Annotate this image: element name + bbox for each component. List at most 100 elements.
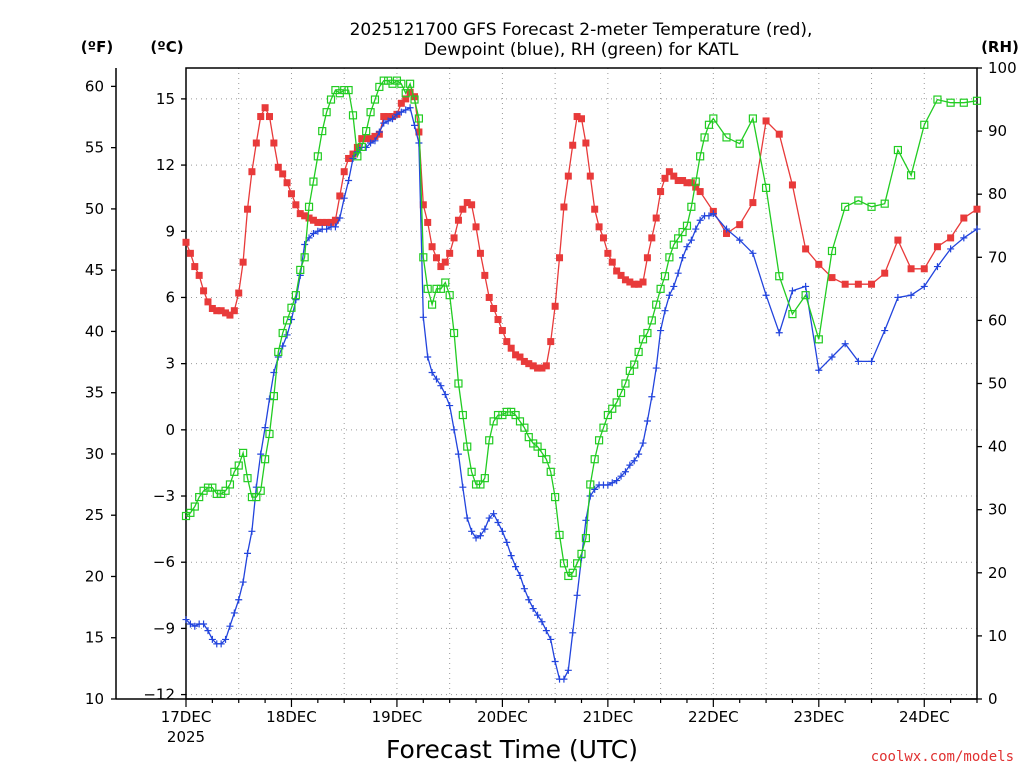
temp-point (476, 249, 484, 257)
dewpoint-point (283, 331, 291, 339)
temp-point (402, 95, 410, 103)
rh-point (581, 533, 590, 543)
dewpoint-point (468, 527, 476, 535)
rh-point (449, 328, 459, 338)
rh-point (208, 483, 217, 492)
rh-point (379, 76, 388, 85)
dewpoint-point (393, 110, 401, 118)
temp-point (683, 179, 691, 187)
temp-point (933, 243, 941, 251)
temp-point (657, 188, 665, 196)
temp-point (424, 218, 432, 226)
rh-point (485, 436, 494, 445)
dewpoint-point (336, 214, 344, 222)
temp-point (195, 271, 203, 279)
dewpoint-point (608, 479, 616, 487)
series-rh (181, 76, 982, 581)
dewpoint-point (674, 269, 682, 277)
fahrenheit-tick-label: 45 (85, 261, 104, 279)
temp-point (674, 177, 682, 185)
dewpoint-point (788, 287, 796, 295)
dewpoint-point (881, 327, 889, 335)
celsius-tick-label: −3 (153, 487, 175, 505)
rh-point (445, 291, 454, 300)
rh-point (348, 111, 358, 120)
dewpoint-point (960, 234, 968, 242)
dewpoint-point (314, 227, 322, 235)
temp-point (485, 293, 493, 301)
dewpoint-point (591, 485, 599, 493)
rh-point (410, 95, 419, 104)
temp-point (309, 216, 317, 224)
rh-point (511, 410, 520, 420)
dewpoint-point (397, 108, 405, 116)
temp-point (323, 218, 331, 226)
rh-point (463, 442, 472, 451)
celsius-tick-label: 3 (165, 355, 175, 373)
dewpoint-point (621, 468, 629, 476)
temp-point (327, 218, 335, 226)
rh-point (577, 549, 586, 558)
dewpoint-point (265, 395, 273, 403)
temp-point (556, 254, 564, 262)
rh-point (682, 221, 692, 230)
rh-point (590, 455, 599, 464)
celsius-unit-label: (ºC) (150, 38, 183, 56)
rh-point (568, 568, 577, 577)
rh-point (906, 171, 916, 180)
x-axis-label: Forecast Time (UTC) (386, 735, 638, 764)
rh-point (854, 196, 863, 205)
dewpoint-point (345, 177, 353, 185)
rh-point (234, 461, 243, 470)
rh-point (920, 120, 929, 129)
temp-point (454, 216, 462, 224)
temp-point (512, 351, 520, 359)
dewpoint-point (534, 611, 542, 619)
rh-point (959, 98, 968, 107)
temp-point (516, 353, 524, 361)
temp-point (248, 168, 256, 176)
rh-point (414, 114, 424, 123)
rh-point (243, 474, 252, 483)
celsius-tick-label: −6 (153, 553, 175, 571)
temp-point (525, 360, 533, 368)
dewpoint-point (564, 666, 572, 674)
temp-point (261, 104, 269, 112)
temp-point (643, 254, 651, 262)
temp-point (542, 362, 550, 370)
dewpoint-point (661, 307, 669, 315)
temp-point (648, 234, 656, 242)
rh-point (515, 417, 525, 426)
rh-point (867, 202, 876, 211)
dewpoint-point (736, 236, 744, 244)
rh-point (573, 559, 582, 568)
temp-point (630, 280, 638, 288)
x-tick-label: 23DEC (794, 708, 845, 726)
dewpoint-point (454, 450, 462, 458)
temp-point (380, 113, 388, 121)
celsius-tick-label: −9 (153, 619, 175, 637)
rh-point (291, 291, 300, 300)
rh-point (230, 467, 239, 476)
temp-point (815, 260, 823, 268)
dewpoint-point (709, 210, 717, 218)
dewpoint-point (331, 223, 339, 231)
temp-point (670, 172, 678, 180)
temp-point (947, 234, 955, 242)
dewpoint-point (538, 618, 546, 626)
temp-point (283, 179, 291, 187)
rh-unit-label: (RH) (981, 38, 1019, 56)
dewpoint-point (933, 263, 941, 271)
dewpoint-point (762, 291, 770, 299)
rh-point (700, 133, 709, 142)
rh-point (419, 253, 428, 262)
temp-point (775, 130, 783, 138)
temp-point (345, 154, 353, 162)
rh-point (827, 246, 837, 256)
rh-point (551, 492, 560, 502)
rh-tick-label: 90 (988, 122, 1007, 140)
dewpoint-point (696, 216, 704, 224)
dewpoint-point (428, 368, 436, 376)
dewpoint-point (432, 375, 440, 383)
